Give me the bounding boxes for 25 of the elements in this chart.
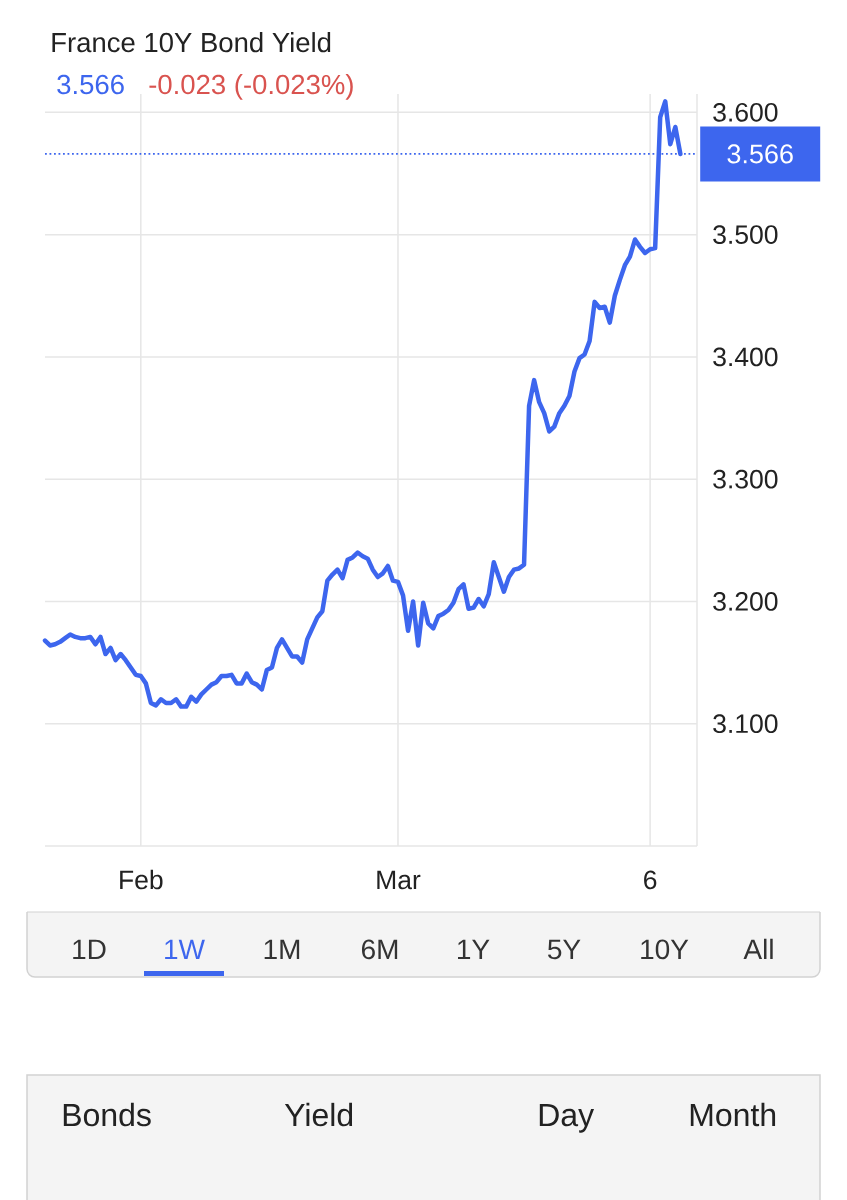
text: 1Y [458, 939, 490, 960]
text: 1M [264, 939, 300, 960]
text: 1D [73, 939, 106, 960]
text: 1W [165, 939, 205, 960]
x-tick-label: Feb [120, 869, 163, 890]
y-tick-label: 3.200 [713, 592, 778, 611]
text: All [743, 938, 773, 960]
x-tick-label: Mar [377, 870, 421, 890]
text: 10Y [641, 939, 689, 960]
text: 6M [361, 939, 398, 960]
text: 5Y [547, 939, 581, 960]
text: Day [539, 1104, 595, 1133]
text: Month [690, 1102, 776, 1127]
chart-subtitle: 3.566 [57, 74, 124, 95]
y-tick-label: 3.100 [713, 714, 778, 734]
x-tick-label: 6 [644, 870, 657, 890]
chart-title: France 10Y Bond Yield [52, 32, 331, 53]
y-tick-label: 3.300 [713, 469, 778, 489]
text: Bonds [63, 1102, 151, 1127]
annotation: -0.023 (-0.023%) [149, 74, 353, 100]
text: Yield [284, 1102, 353, 1127]
ref-line-label: 3.566 [727, 144, 793, 164]
y-tick-label: 3.500 [713, 225, 778, 245]
y-tick-label: 3.400 [713, 347, 778, 367]
y-tick-label: 3.600 [713, 102, 778, 122]
